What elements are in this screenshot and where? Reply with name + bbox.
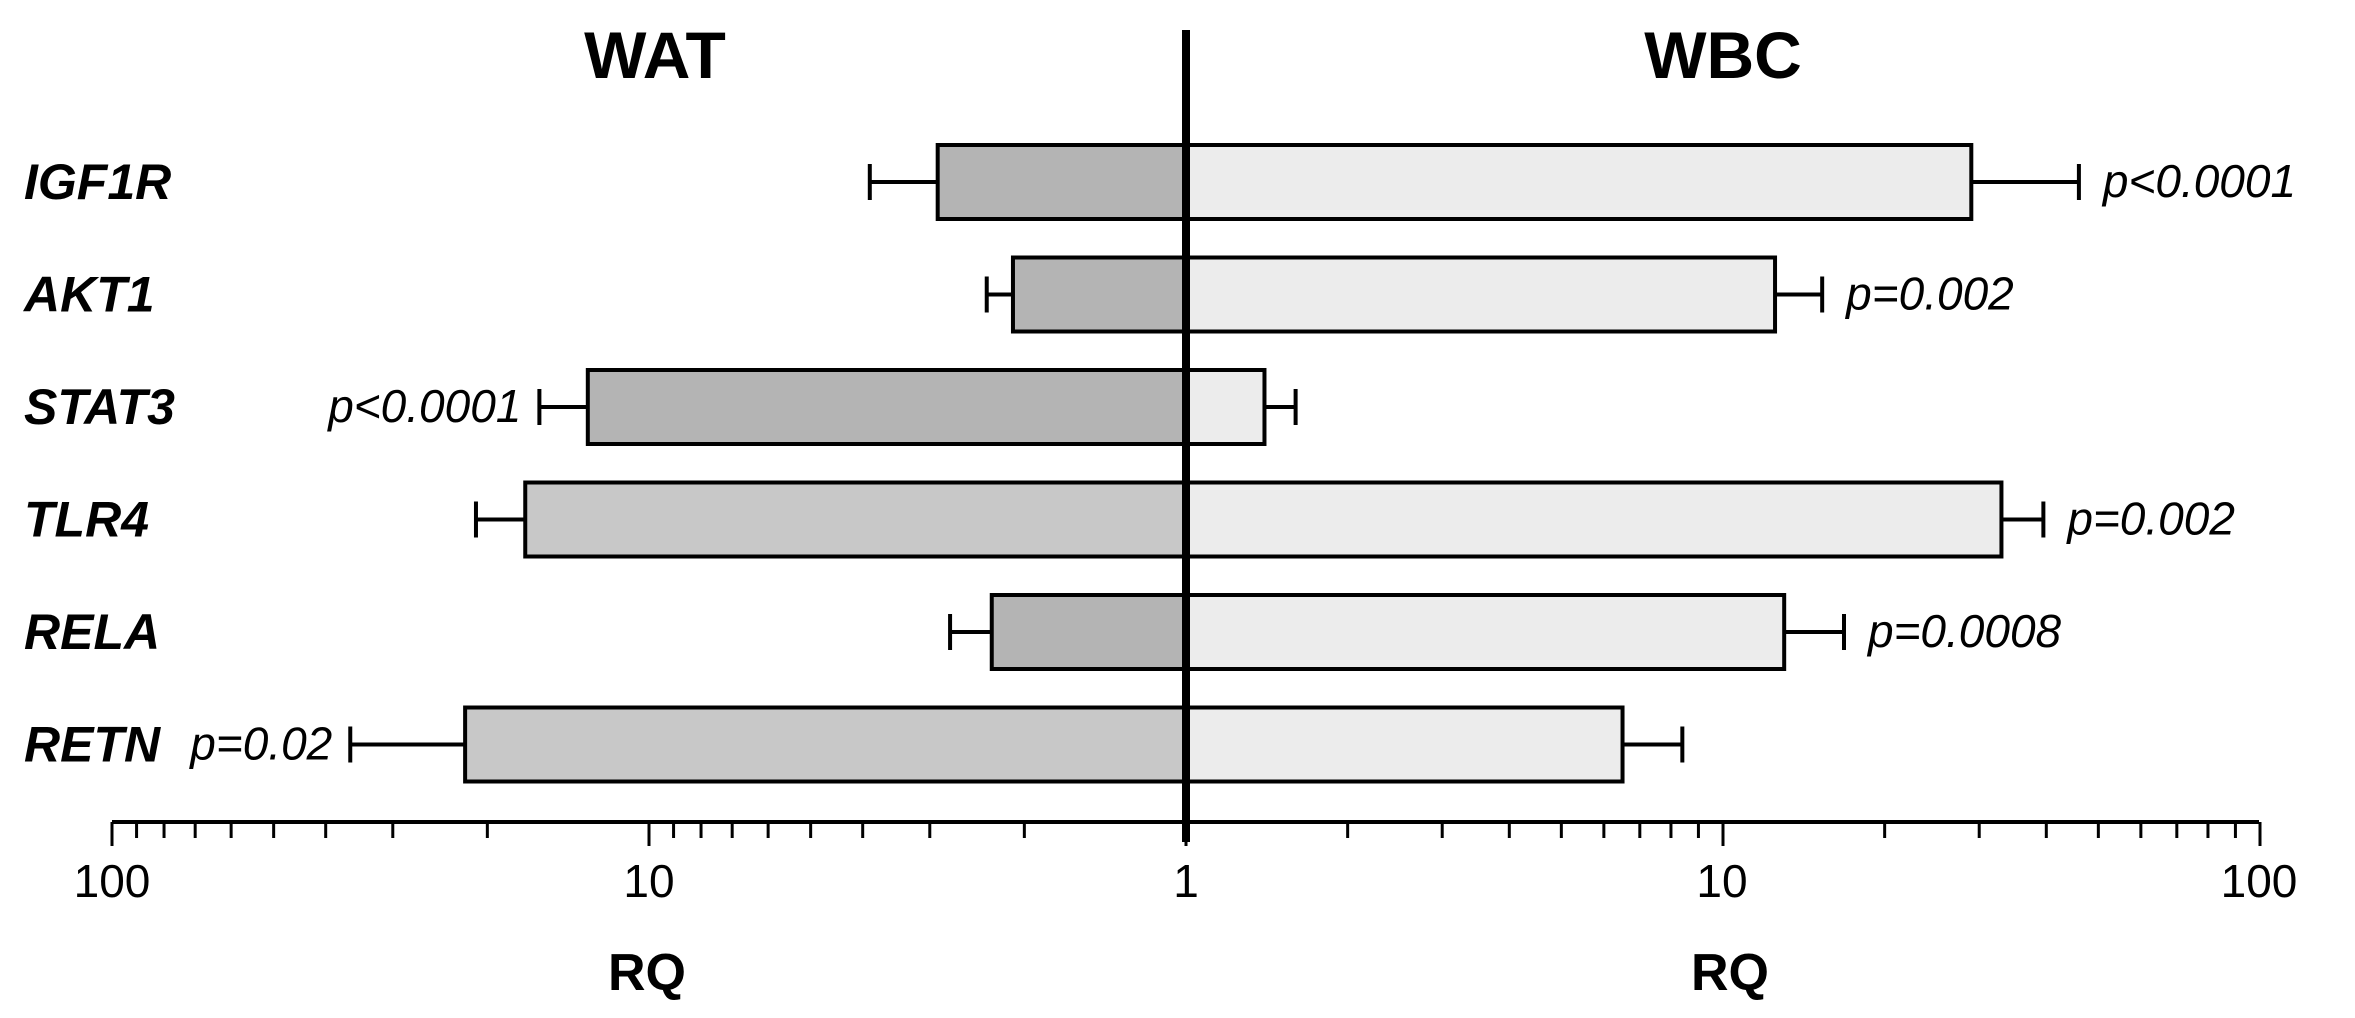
- bar-wbc: [1184, 480, 2004, 559]
- tick-labels: 100 10 1 10 100: [74, 855, 2298, 907]
- bar-wbc: [1184, 593, 1787, 671]
- bar-wat: [463, 705, 1188, 784]
- p-value-label: p=0.02: [188, 718, 332, 770]
- bar-wat: [523, 480, 1188, 559]
- x-axis-label-wbc: RQ: [1691, 944, 1769, 1002]
- gene-labels: IGF1R AKT1 STAT3 TLR4 RELA RETN: [22, 154, 175, 773]
- p-value-label: p=0.002: [1844, 268, 2014, 320]
- bar-wat: [935, 143, 1188, 221]
- p-value-label: p<0.0001: [326, 380, 521, 432]
- gene-label: IGF1R: [24, 154, 171, 210]
- bar-wbc: [1184, 143, 1974, 221]
- bar-wbc: [1184, 705, 1625, 784]
- tick-label: 1: [1173, 855, 1199, 907]
- p-value-label: p<0.0001: [2101, 155, 2296, 207]
- tick-label: 100: [2221, 855, 2298, 907]
- gene-label: RELA: [24, 604, 160, 660]
- p-value-label: p=0.002: [2065, 493, 2235, 545]
- panel-title-wbc: WBC: [1644, 18, 1802, 92]
- p-value-label: p=0.0008: [1866, 605, 2062, 657]
- gene-label: RETN: [24, 717, 161, 773]
- gene-label: AKT1: [22, 267, 155, 323]
- bar-wat: [989, 593, 1188, 671]
- bar-wat: [1010, 255, 1189, 334]
- gene-label: STAT3: [24, 379, 175, 435]
- panel-title-wat: WAT: [584, 18, 726, 92]
- gene-label: TLR4: [24, 492, 149, 548]
- bars-layer: p<0.0001 p=0.02 p<0.0001 p=0.002 p=0.002 p=0.…: [188, 143, 2296, 784]
- tick-label: 10: [623, 855, 674, 907]
- bar-wat: [585, 368, 1188, 446]
- tick-label: 100: [74, 855, 151, 907]
- x-axis-label-wat: RQ: [608, 944, 686, 1002]
- bar-wbc: [1184, 255, 1778, 334]
- tick-label: 10: [1696, 855, 1747, 907]
- bar-wbc: [1184, 368, 1267, 446]
